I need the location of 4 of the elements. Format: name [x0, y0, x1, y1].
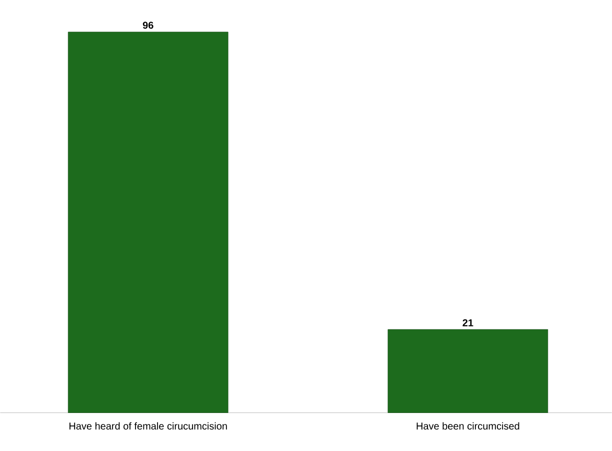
x-tick-label: Have been circumcised — [416, 422, 520, 430]
data-label: 21 — [462, 319, 474, 326]
data-label: 96 — [142, 22, 154, 29]
x-tick-label: Have heard of female cirucumcision — [69, 422, 227, 430]
